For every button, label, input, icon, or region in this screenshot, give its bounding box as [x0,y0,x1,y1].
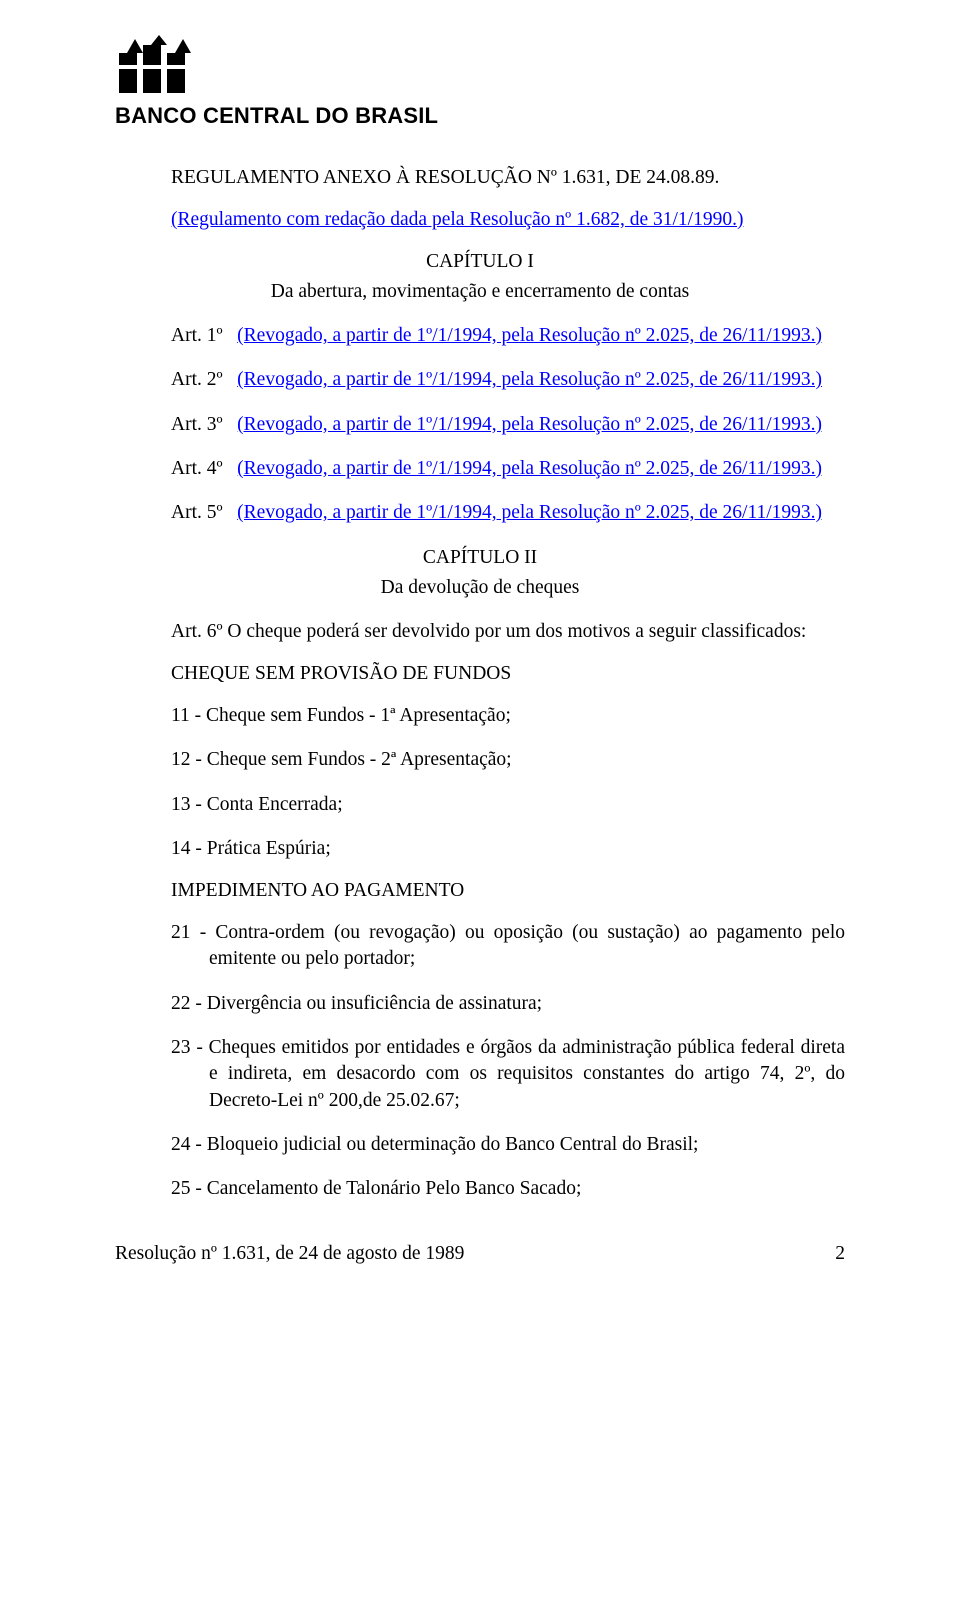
bcb-logo-icon [115,35,207,97]
list-item: 14 - Prática Espúria; [115,836,845,862]
revoked-link[interactable]: (Revogado, a partir de 1º/1/1994, pela R… [237,502,822,523]
resolution-link[interactable]: (Regulamento com redação dada pela Resol… [171,209,743,230]
article-label: Art. 4º [115,456,223,482]
revoked-link[interactable]: (Revogado, a partir de 1º/1/1994, pela R… [237,369,822,390]
document-page: BANCO CENTRAL DO BRASIL REGULAMENTO ANEX… [0,0,960,1295]
list-item: 21 - Contra-ordem (ou revogação) ou opos… [115,920,845,973]
article-label: Art. 5º [115,500,223,526]
subtitle-link: (Regulamento com redação dada pela Resol… [115,209,845,231]
revoked-link[interactable]: (Revogado, a partir de 1º/1/1994, pela R… [237,458,822,479]
article-label: Art. 2º [115,367,223,393]
article-label: Art. 3º [115,412,223,438]
article-6: Art. 6º O cheque poderá ser devolvido po… [115,619,845,645]
list-item: 11 - Cheque sem Fundos - 1ª Apresentação… [115,703,845,729]
chapter-1-label: CAPÍTULO I [115,251,845,273]
document-title: REGULAMENTO ANEXO À RESOLUÇÃO Nº 1.631, … [115,167,845,189]
section-b-heading: IMPEDIMENTO AO PAGAMENTO [115,880,845,902]
revoked-link[interactable]: (Revogado, a partir de 1º/1/1994, pela R… [237,414,822,435]
page-number: 2 [835,1243,845,1265]
list-item: 23 - Cheques emitidos por entidades e ór… [115,1035,845,1114]
article-4: Art. 4º (Revogado, a partir de 1º/1/1994… [115,456,845,482]
list-item: 22 - Divergência ou insuficiência de ass… [115,991,845,1017]
list-item: 13 - Conta Encerrada; [115,792,845,818]
chapter-1-heading: Da abertura, movimentação e encerramento… [115,281,845,303]
article-1: Art. 1º (Revogado, a partir de 1º/1/1994… [115,323,845,349]
article-2: Art. 2º (Revogado, a partir de 1º/1/1994… [115,367,845,393]
revoked-link[interactable]: (Revogado, a partir de 1º/1/1994, pela R… [237,325,822,346]
article-label: Art. 1º [115,323,223,349]
list-item: 12 - Cheque sem Fundos - 2ª Apresentação… [115,747,845,773]
org-name: BANCO CENTRAL DO BRASIL [115,103,845,129]
page-footer: Resolução nº 1.631, de 24 de agosto de 1… [115,1243,845,1265]
list-item: 24 - Bloqueio judicial ou determinação d… [115,1132,845,1158]
section-a-heading: CHEQUE SEM PROVISÃO DE FUNDOS [115,663,845,685]
article-5: Art. 5º (Revogado, a partir de 1º/1/1994… [115,500,845,526]
chapter-2-label: CAPÍTULO II [115,547,845,569]
chapter-2-heading: Da devolução de cheques [115,577,845,599]
article-3: Art. 3º (Revogado, a partir de 1º/1/1994… [115,412,845,438]
logo-block: BANCO CENTRAL DO BRASIL [115,35,845,129]
footer-left: Resolução nº 1.631, de 24 de agosto de 1… [115,1243,464,1265]
list-item: 25 - Cancelamento de Talonário Pelo Banc… [115,1176,845,1202]
